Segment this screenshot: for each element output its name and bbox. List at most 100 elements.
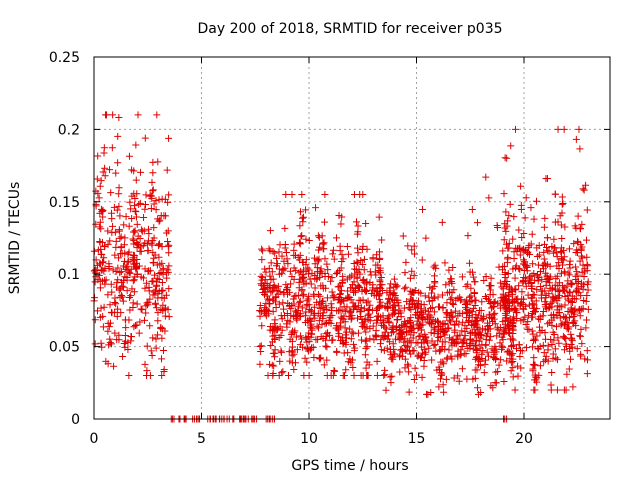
data-point bbox=[373, 287, 381, 295]
data-point bbox=[317, 354, 325, 362]
data-point bbox=[548, 369, 556, 377]
data-point bbox=[311, 314, 319, 322]
data-point bbox=[504, 269, 512, 277]
data-point bbox=[446, 295, 454, 303]
data-point bbox=[548, 303, 556, 311]
data-point bbox=[159, 301, 167, 309]
data-point bbox=[560, 313, 568, 321]
data-point bbox=[146, 267, 154, 275]
data-point bbox=[527, 280, 535, 288]
data-point bbox=[518, 347, 526, 355]
data-point bbox=[442, 375, 450, 383]
data-point bbox=[340, 349, 348, 357]
data-point bbox=[284, 372, 292, 380]
data-point bbox=[154, 317, 162, 325]
data-point bbox=[362, 344, 370, 352]
data-point bbox=[290, 264, 298, 272]
data-point bbox=[141, 134, 149, 142]
data-point bbox=[92, 220, 100, 228]
data-point bbox=[515, 226, 523, 234]
data-point bbox=[310, 353, 318, 361]
data-point bbox=[354, 244, 362, 252]
data-point bbox=[530, 335, 538, 343]
data-point bbox=[372, 331, 380, 339]
data-point bbox=[121, 316, 129, 324]
data-point bbox=[271, 249, 279, 257]
data-point bbox=[419, 206, 427, 213]
data-point bbox=[505, 212, 513, 220]
data-point bbox=[316, 267, 324, 275]
data-point bbox=[100, 254, 108, 262]
data-point bbox=[134, 111, 142, 119]
data-point bbox=[519, 260, 527, 268]
data-point bbox=[312, 336, 320, 344]
data-point bbox=[106, 237, 114, 245]
data-point bbox=[162, 269, 170, 277]
data-point bbox=[269, 275, 277, 283]
data-point bbox=[128, 285, 136, 293]
data-point bbox=[393, 322, 401, 330]
data-point bbox=[463, 340, 471, 348]
data-point bbox=[323, 294, 331, 302]
data-point bbox=[511, 386, 519, 394]
x-tick-label: 15 bbox=[408, 431, 426, 447]
data-point bbox=[376, 276, 384, 284]
data-point bbox=[510, 213, 518, 221]
data-point bbox=[108, 229, 116, 237]
data-point bbox=[115, 227, 123, 235]
data-point bbox=[405, 388, 413, 396]
data-point bbox=[269, 308, 277, 316]
data-point bbox=[158, 334, 166, 342]
data-point bbox=[298, 191, 306, 199]
data-point bbox=[415, 297, 423, 305]
data-point bbox=[563, 282, 571, 290]
data-point bbox=[350, 372, 358, 380]
data-point bbox=[547, 311, 555, 319]
data-point bbox=[347, 335, 355, 343]
data-point bbox=[302, 256, 310, 264]
data-point bbox=[342, 295, 350, 303]
data-point bbox=[108, 215, 116, 223]
data-point bbox=[417, 305, 425, 313]
data-point bbox=[397, 346, 405, 354]
data-point bbox=[502, 208, 510, 216]
data-point bbox=[271, 346, 279, 354]
data-point bbox=[302, 206, 310, 214]
data-point bbox=[120, 241, 128, 249]
data-point bbox=[441, 338, 449, 346]
data-point bbox=[541, 298, 549, 306]
data-point bbox=[293, 316, 301, 324]
data-point bbox=[435, 363, 443, 371]
data-point bbox=[368, 290, 376, 298]
data-point bbox=[471, 296, 479, 304]
data-point bbox=[311, 284, 319, 292]
data-point bbox=[431, 326, 439, 334]
data-point bbox=[141, 265, 149, 273]
data-point bbox=[117, 309, 125, 317]
data-point bbox=[554, 218, 562, 226]
data-point bbox=[131, 321, 139, 329]
data-point bbox=[583, 291, 591, 299]
data-point bbox=[132, 141, 140, 149]
data-point bbox=[565, 288, 573, 296]
data-point bbox=[544, 346, 552, 354]
data-point bbox=[572, 263, 580, 271]
data-point bbox=[165, 191, 173, 199]
data-point bbox=[130, 236, 138, 244]
data-point bbox=[358, 246, 366, 254]
data-point bbox=[518, 246, 526, 254]
data-point bbox=[311, 254, 319, 262]
data-point bbox=[582, 181, 590, 189]
data-point bbox=[413, 317, 421, 325]
data-point bbox=[491, 343, 499, 351]
data-point bbox=[115, 114, 123, 122]
data-point bbox=[336, 299, 344, 307]
data-point bbox=[575, 125, 583, 133]
data-point bbox=[145, 225, 153, 233]
data-point bbox=[327, 277, 335, 285]
data-point bbox=[538, 276, 546, 284]
y-tick-label: 0.1 bbox=[58, 267, 80, 283]
data-point bbox=[532, 197, 540, 205]
data-point bbox=[471, 374, 479, 382]
data-point bbox=[104, 227, 112, 235]
